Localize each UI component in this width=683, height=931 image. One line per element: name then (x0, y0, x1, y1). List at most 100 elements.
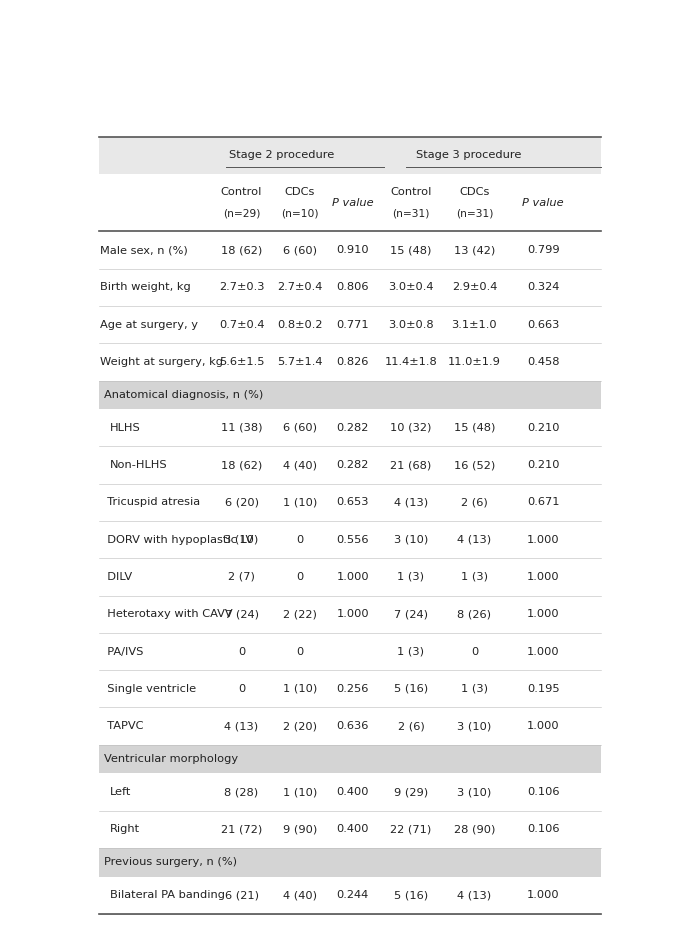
Text: 1.000: 1.000 (527, 572, 559, 582)
Text: 21 (72): 21 (72) (221, 824, 262, 834)
Text: 2.7±0.3: 2.7±0.3 (219, 282, 264, 292)
Text: 2 (20): 2 (20) (283, 722, 317, 731)
Text: 22 (71): 22 (71) (390, 824, 432, 834)
Text: 9 (90): 9 (90) (283, 824, 317, 834)
Text: 13 (42): 13 (42) (454, 245, 495, 255)
Text: 0.324: 0.324 (527, 282, 559, 292)
Text: 0.556: 0.556 (337, 534, 369, 545)
Text: 2.7±0.4: 2.7±0.4 (277, 282, 322, 292)
Text: Male sex, n (%): Male sex, n (%) (100, 245, 188, 255)
Text: 5 (16): 5 (16) (394, 890, 428, 900)
Text: 2 (22): 2 (22) (283, 609, 317, 619)
Text: PA/IVS: PA/IVS (100, 646, 143, 656)
Bar (98, 447, 602, 484)
Text: 0.826: 0.826 (337, 357, 369, 367)
Text: 0.210: 0.210 (527, 460, 559, 470)
Bar (98, 484, 602, 521)
Text: 0.400: 0.400 (337, 824, 369, 834)
Text: 5 (16): 5 (16) (394, 683, 428, 694)
Bar (98, 670, 602, 708)
Text: 5.7±1.4: 5.7±1.4 (277, 357, 322, 367)
Text: 0.195: 0.195 (527, 683, 559, 694)
Text: 3.0±0.8: 3.0±0.8 (388, 319, 434, 330)
Text: TAPVC: TAPVC (100, 722, 143, 731)
Text: 0.106: 0.106 (527, 824, 559, 834)
Text: DORV with hypoplastic LV: DORV with hypoplastic LV (100, 534, 253, 545)
Text: Birth weight, kg: Birth weight, kg (100, 282, 191, 292)
Text: 4 (13): 4 (13) (394, 497, 428, 507)
Text: Stage 3 procedure: Stage 3 procedure (417, 151, 522, 160)
Text: 0.806: 0.806 (337, 282, 369, 292)
Text: 3.0±0.4: 3.0±0.4 (388, 282, 434, 292)
Text: 0.910: 0.910 (336, 245, 369, 255)
Text: 9 (29): 9 (29) (394, 787, 428, 797)
Bar (98, 745, 602, 774)
Text: CDCs: CDCs (285, 187, 315, 197)
Text: Tricuspid atresia: Tricuspid atresia (100, 497, 200, 507)
Text: 1 (3): 1 (3) (398, 572, 424, 582)
Text: Weight at surgery, kg: Weight at surgery, kg (100, 357, 223, 367)
Text: 5.6±1.5: 5.6±1.5 (219, 357, 264, 367)
Text: CDCs: CDCs (459, 187, 490, 197)
Text: 0: 0 (238, 683, 245, 694)
Text: HLHS: HLHS (110, 423, 141, 433)
Text: 1 (3): 1 (3) (461, 683, 488, 694)
Text: 0.7±0.4: 0.7±0.4 (219, 319, 264, 330)
Bar (98, 381, 602, 410)
Bar (98, 559, 602, 596)
Text: Control: Control (390, 187, 432, 197)
Text: 3.1±1.0: 3.1±1.0 (451, 319, 497, 330)
Text: 1.000: 1.000 (336, 609, 369, 619)
Text: 1.000: 1.000 (336, 572, 369, 582)
Bar (98, 306, 602, 344)
Text: 15 (48): 15 (48) (454, 423, 495, 433)
Bar (98, 877, 602, 914)
Text: 4 (13): 4 (13) (458, 534, 492, 545)
Text: 0.663: 0.663 (527, 319, 559, 330)
Text: 18 (62): 18 (62) (221, 245, 262, 255)
Text: Control: Control (221, 187, 262, 197)
Bar (98, 596, 602, 633)
Text: 0.400: 0.400 (337, 787, 369, 797)
Text: 4 (40): 4 (40) (283, 890, 317, 900)
Text: 6 (60): 6 (60) (283, 423, 317, 433)
Text: P value: P value (332, 197, 374, 208)
Text: P value: P value (522, 197, 564, 208)
Text: 1 (3): 1 (3) (461, 572, 488, 582)
Text: 1 (10): 1 (10) (283, 497, 317, 507)
Text: 21 (68): 21 (68) (390, 460, 432, 470)
Text: 11.4±1.8: 11.4±1.8 (385, 357, 437, 367)
Text: 28 (90): 28 (90) (454, 824, 495, 834)
Text: 3 (10): 3 (10) (394, 534, 428, 545)
Text: 0.282: 0.282 (337, 423, 369, 433)
Text: 2 (7): 2 (7) (228, 572, 255, 582)
Text: 2 (6): 2 (6) (398, 722, 424, 731)
Bar (98, 521, 602, 559)
Text: (n=31): (n=31) (392, 209, 430, 218)
Text: 0.8±0.2: 0.8±0.2 (277, 319, 322, 330)
Text: 10 (32): 10 (32) (390, 423, 432, 433)
Text: 0: 0 (296, 646, 303, 656)
Text: 8 (26): 8 (26) (458, 609, 492, 619)
Text: 3 (10): 3 (10) (225, 534, 259, 545)
Text: 0: 0 (296, 572, 303, 582)
Text: 0: 0 (296, 534, 303, 545)
Text: (n=31): (n=31) (456, 209, 493, 218)
Text: (n=10): (n=10) (281, 209, 318, 218)
Bar (98, 232, 602, 269)
Bar (98, 848, 602, 877)
Text: 0.671: 0.671 (527, 497, 559, 507)
Bar (98, 774, 602, 811)
Text: 3 (10): 3 (10) (458, 787, 492, 797)
Text: 8 (28): 8 (28) (225, 787, 259, 797)
Text: 4 (13): 4 (13) (225, 722, 259, 731)
Bar (98, 410, 602, 447)
Text: 1.000: 1.000 (527, 722, 559, 731)
Text: Stage 2 procedure: Stage 2 procedure (229, 151, 334, 160)
Text: 11 (38): 11 (38) (221, 423, 262, 433)
Text: Heterotaxy with CAVV: Heterotaxy with CAVV (100, 609, 233, 619)
Text: 6 (60): 6 (60) (283, 245, 317, 255)
Text: Bilateral PA banding: Bilateral PA banding (110, 890, 225, 900)
Text: Right: Right (110, 824, 140, 834)
Text: 4 (13): 4 (13) (458, 890, 492, 900)
